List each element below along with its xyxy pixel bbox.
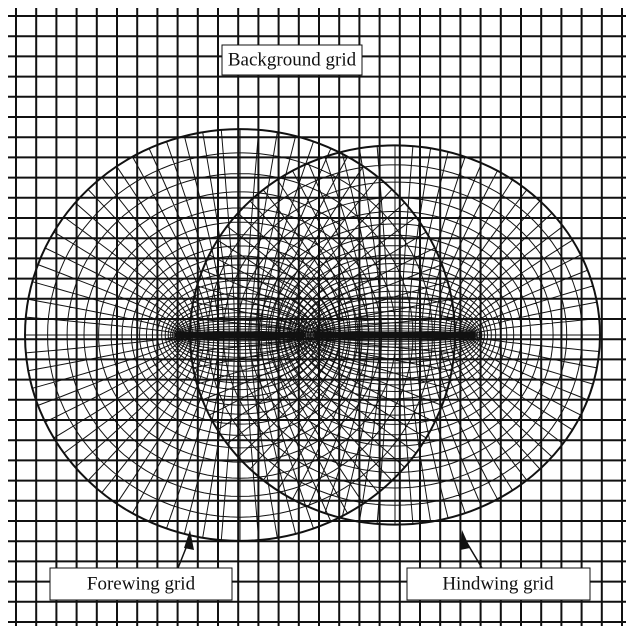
forewing-label-box — [49, 567, 233, 601]
hindwing-arrow — [460, 530, 470, 550]
background-label: Background grid — [228, 49, 357, 70]
hindwing-label: Hindwing grid — [442, 573, 554, 594]
forewing-label: Forewing grid — [87, 573, 196, 594]
hindwing-grid-boundary — [189, 144, 601, 526]
background-label-box — [221, 44, 363, 76]
hindwing-label-box — [406, 567, 591, 601]
wing-grids — [24, 128, 601, 542]
forewing-arrow — [184, 530, 194, 550]
hindwing-grid-plate — [317, 332, 473, 338]
